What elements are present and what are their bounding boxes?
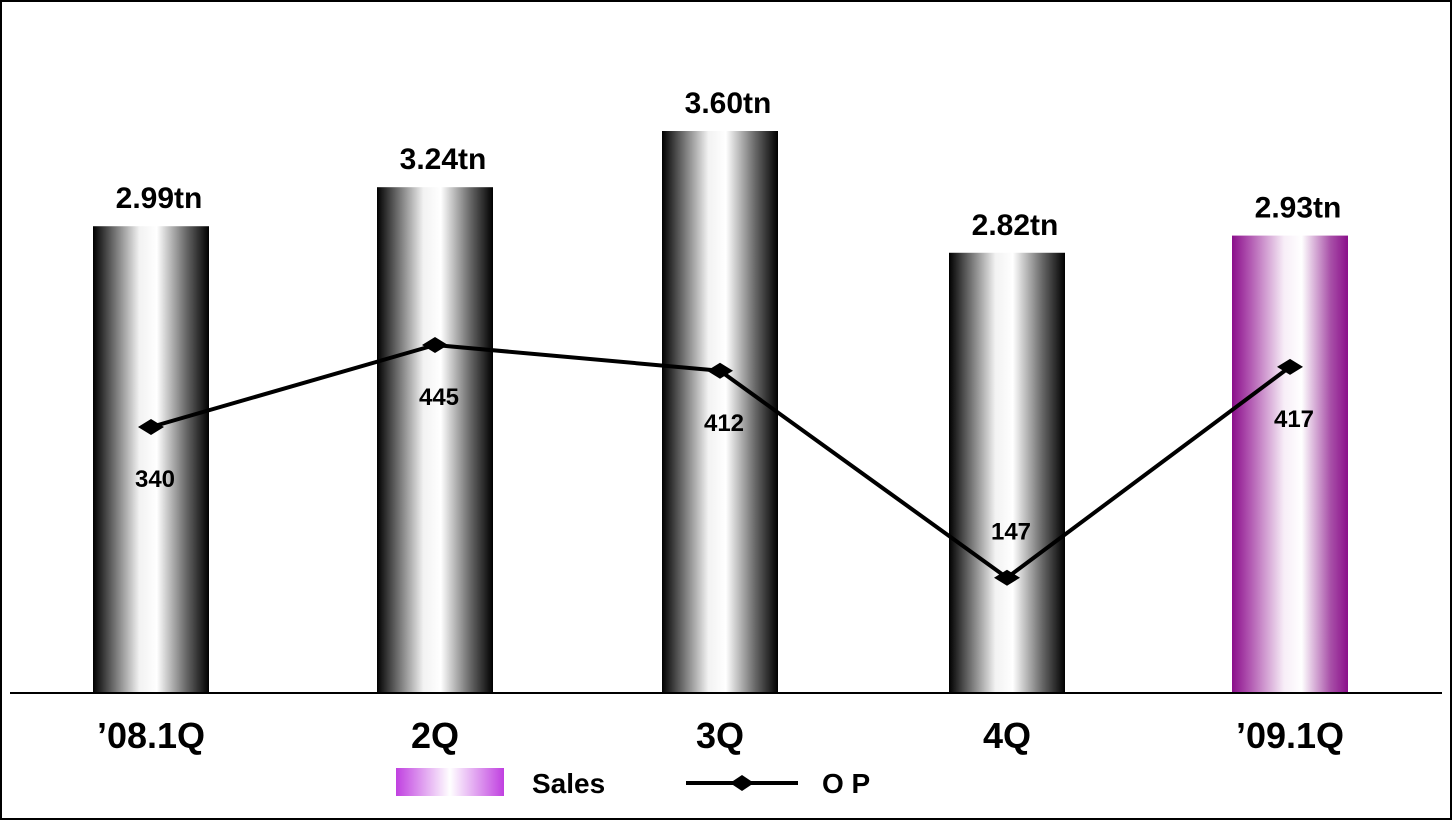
sales-bar-2: [662, 131, 778, 693]
op-point-4: [1277, 358, 1303, 375]
legend: Sales O P: [396, 768, 870, 799]
op-value-label-4: 417: [1274, 406, 1314, 433]
legend-op-marker: [730, 775, 754, 791]
op-point-2: [707, 362, 733, 379]
sales-value-label-1: 3.24tn: [400, 143, 487, 176]
sales-value-label-3: 2.82tn: [972, 209, 1059, 242]
legend-op-label: O P: [822, 768, 870, 799]
sales-value-label-0: 2.99tn: [116, 182, 203, 215]
op-point-3: [994, 569, 1020, 586]
op-value-label-2: 412: [704, 410, 744, 437]
category-label-0: ’08.1Q: [97, 715, 205, 756]
category-label-1: 2Q: [411, 715, 459, 756]
sales-value-label-2: 3.60tn: [685, 87, 772, 120]
legend-sales-label: Sales: [532, 768, 605, 799]
sales-bar-3: [949, 252, 1065, 693]
sales-value-label-4: 2.93tn: [1255, 192, 1342, 225]
op-value-label-3: 147: [991, 519, 1031, 546]
op-point-0: [138, 419, 164, 435]
category-label-4: ’09.1Q: [1236, 715, 1344, 756]
sales-bar-1: [377, 187, 493, 693]
op-value-label-1: 445: [419, 384, 459, 411]
category-label-3: 4Q: [983, 715, 1031, 756]
legend-sales-swatch: [396, 768, 504, 796]
sales-bar-4: [1232, 235, 1348, 693]
op-point-1: [422, 337, 448, 353]
sales-bar-0: [93, 226, 209, 693]
category-label-2: 3Q: [696, 715, 744, 756]
op-value-label-0: 340: [135, 466, 175, 493]
